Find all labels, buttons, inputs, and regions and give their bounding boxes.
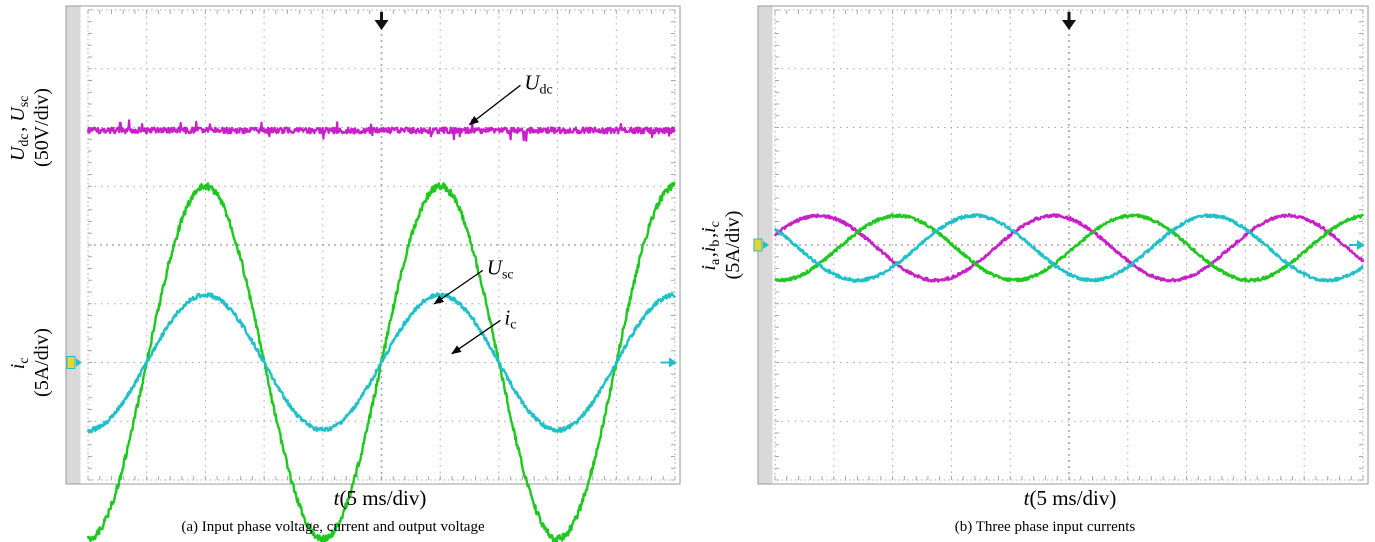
variable-subscript: dc (540, 82, 553, 97)
panel-b: ia ,ib ,ic (5A/div)t(5 ms/div)(b) Three … (698, 5, 1369, 535)
x-axis-label: t(5 ms/div) (1024, 486, 1117, 510)
panel-caption: (b) Three phase input currents (955, 519, 1136, 535)
trigger-marker (1062, 12, 1076, 30)
variable-subscript: sc (17, 96, 32, 108)
ground-arrow-icon (1349, 240, 1365, 250)
variable-subscript: c (17, 357, 32, 363)
plot-border (774, 9, 1364, 481)
x-axis-unit: (5 ms/div) (339, 486, 426, 510)
variable-symbol: i (698, 227, 720, 233)
separator-text: , (7, 122, 29, 132)
annotation-arrow (468, 84, 521, 126)
x-axis-unit: (5 ms/div) (1029, 486, 1116, 510)
variable-subscript: a (708, 258, 723, 265)
panel-a: Udc Usc ic Udc , Usc (50V/div)ic (5A/div… (7, 5, 681, 542)
y-axis-label: ic (7, 356, 32, 369)
variable-symbol: U (487, 255, 504, 279)
y-axis-unit: (50V/div) (31, 88, 53, 167)
x-axis-label: t(5 ms/div) (334, 486, 427, 510)
variable-subscript: sc (502, 267, 514, 282)
ground-arrow-icon (763, 241, 769, 249)
y-axis-label: ia ,ib ,ic (698, 219, 723, 270)
separator-text: , (698, 233, 720, 238)
channel-ground-marker (753, 238, 763, 252)
baseline-reset (516, 305, 518, 329)
variable-symbol: i (504, 305, 510, 329)
annotation-label-Udc: Udc (524, 70, 554, 97)
trigger-marker (374, 12, 389, 30)
baseline-reset (7, 94, 29, 96)
variable-symbol: U (524, 70, 541, 94)
series-ic (86, 292, 677, 434)
y-axis-unit: (5A/div) (722, 211, 744, 280)
series-ib (774, 213, 1365, 283)
variable-symbol: U (7, 145, 29, 161)
variable-symbol: U (7, 106, 29, 122)
y-axis-label: Udc , Usc (7, 94, 32, 161)
plot-border (87, 9, 676, 481)
variable-symbol: i (698, 265, 720, 271)
series-Udc (86, 119, 676, 142)
variable-subscript: b (708, 240, 723, 247)
x-axis-variable: t (1024, 486, 1031, 510)
x-axis-variable: t (334, 486, 341, 510)
separator-text: , (698, 252, 720, 257)
variable-symbol: i (7, 364, 29, 370)
baseline-reset (514, 255, 516, 279)
panel-caption: (a) Input phase voltage, current and out… (181, 519, 485, 535)
variable-subscript: c (510, 317, 516, 332)
scope-left-bar (66, 6, 81, 484)
ground-arrow-icon (76, 358, 82, 367)
annotation-arrow (451, 319, 501, 355)
baseline-reset (553, 70, 555, 94)
ground-arrow-icon (661, 357, 677, 368)
baseline-reset (698, 219, 720, 221)
annotation-arrow (433, 269, 484, 305)
baseline-reset (7, 356, 29, 358)
series-ia (773, 213, 1365, 283)
variable-symbol: i (698, 247, 720, 253)
annotation-label-Usc: Usc (487, 255, 516, 282)
series-ic (773, 213, 1364, 283)
y-axis-unit: (5A/div) (31, 328, 53, 397)
channel-ground-marker (66, 356, 76, 369)
variable-subscript: dc (17, 133, 32, 146)
variable-subscript: c (708, 221, 723, 227)
grid (774, 9, 1364, 481)
annotation-label-ic: ic (504, 305, 518, 332)
